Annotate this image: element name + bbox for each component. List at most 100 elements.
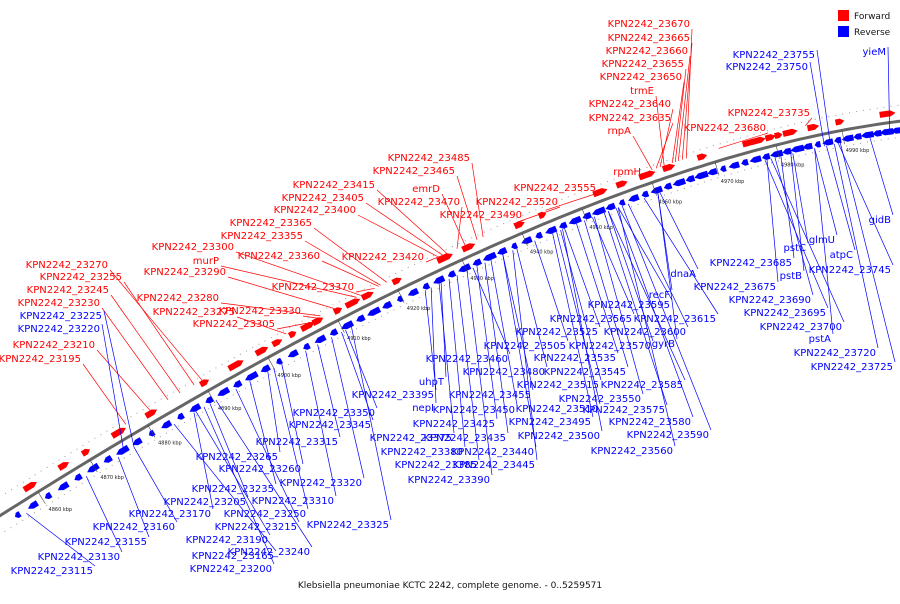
forward-gene-label[interactable]: KPN2242_23245 xyxy=(27,285,109,296)
reverse-gene-label[interactable]: KPN2242_23425 xyxy=(413,419,495,430)
forward-gene-label[interactable]: trmE xyxy=(630,86,654,97)
reverse-gene-label[interactable]: glmU xyxy=(809,235,835,246)
reverse-gene-label[interactable]: KPN2242_23695 xyxy=(744,308,826,319)
forward-gene-label[interactable]: KPN2242_23405 xyxy=(282,193,364,204)
reverse-gene-label[interactable]: KPN2242_23130 xyxy=(38,552,120,563)
reverse-gene-label[interactable]: KPN2242_23190 xyxy=(186,535,268,546)
reverse-gene-label[interactable]: KPN2242_23495 xyxy=(509,417,591,428)
forward-gene-label[interactable]: KPN2242_23670 xyxy=(608,19,690,30)
reverse-gene-label[interactable]: KPN2242_23585 xyxy=(601,380,683,391)
reverse-gene-label[interactable]: KPN2242_23445 xyxy=(453,460,535,471)
forward-gene-label[interactable]: KPN2242_23270 xyxy=(26,260,108,271)
reverse-gene-label[interactable]: uhpT xyxy=(419,377,445,388)
reverse-gene-label[interactable]: KPN2242_23700 xyxy=(760,322,842,333)
reverse-gene-label[interactable]: KPN2242_23240 xyxy=(228,547,310,558)
reverse-gene-label[interactable]: dnaA xyxy=(670,269,696,280)
reverse-gene-label[interactable]: KPN2242_23215 xyxy=(215,522,297,533)
reverse-gene-label[interactable]: KPN2242_23560 xyxy=(591,446,673,457)
forward-gene-label[interactable]: KPN2242_23420 xyxy=(342,252,424,263)
forward-gene-label[interactable]: KPN2242_23680 xyxy=(684,123,766,134)
reverse-gene-label[interactable]: pstB xyxy=(780,271,802,282)
reverse-gene-label[interactable]: KPN2242_23265 xyxy=(196,452,278,463)
reverse-gene-label[interactable]: gyrB xyxy=(652,339,675,350)
reverse-gene-label[interactable]: KPN2242_23200 xyxy=(190,564,272,575)
reverse-gene-label[interactable]: KPN2242_23260 xyxy=(219,464,301,475)
reverse-gene-label[interactable]: KPN2242_23535 xyxy=(534,353,616,364)
forward-gene-label[interactable]: emrD xyxy=(412,184,440,195)
forward-gene-label[interactable]: KPN2242_23470 xyxy=(378,197,460,208)
reverse-gene-label[interactable]: KPN2242_23160 xyxy=(93,522,175,533)
reverse-gene-label[interactable]: KPN2242_23460 xyxy=(426,354,508,365)
reverse-gene-label[interactable]: KPN2242_23205 xyxy=(164,497,246,508)
reverse-gene-label[interactable]: KPN2242_23480 xyxy=(463,367,545,378)
reverse-gene-label[interactable]: KPN2242_23390 xyxy=(408,475,490,486)
reverse-gene-label[interactable]: KPN2242_23575 xyxy=(583,405,665,416)
forward-gene-label[interactable]: KPN2242_23655 xyxy=(602,59,684,70)
reverse-gene-label[interactable]: KPN2242_23325 xyxy=(307,520,389,531)
reverse-gene-label[interactable]: yieM xyxy=(863,47,886,58)
forward-gene-label[interactable]: KPN2242_23360 xyxy=(238,251,320,262)
reverse-gene-label[interactable]: KPN2242_23745 xyxy=(809,265,891,276)
reverse-gene-label[interactable]: KPN2242_23450 xyxy=(433,405,515,416)
reverse-gene-label[interactable]: KPN2242_23375 xyxy=(370,433,452,444)
reverse-gene-label[interactable]: KPN2242_23395 xyxy=(352,390,434,401)
reverse-gene-label[interactable]: KPN2242_23455 xyxy=(449,390,531,401)
reverse-gene-label[interactable]: KPN2242_23720 xyxy=(794,348,876,359)
forward-gene-label[interactable]: KPN2242_23640 xyxy=(589,99,671,110)
forward-gene-label[interactable]: KPN2242_23300 xyxy=(152,242,234,253)
reverse-gene-label[interactable]: KPN2242_23345 xyxy=(289,420,371,431)
reverse-gene-label[interactable]: KPN2242_23755 xyxy=(733,50,815,61)
forward-gene-label[interactable]: KPN2242_23650 xyxy=(600,72,682,83)
forward-gene-label[interactable]: KPN2242_23365 xyxy=(230,218,312,229)
reverse-gene-label[interactable]: KPN2242_23435 xyxy=(424,433,506,444)
forward-gene-label[interactable]: KPN2242_23370 xyxy=(272,282,354,293)
forward-gene-label[interactable]: KPN2242_23355 xyxy=(221,231,303,242)
forward-gene-label[interactable]: KPN2242_23465 xyxy=(373,166,455,177)
forward-gene-label[interactable]: KPN2242_23275 xyxy=(153,307,235,318)
reverse-gene-label[interactable]: KPN2242_23545 xyxy=(544,367,626,378)
forward-gene-label[interactable]: KPN2242_23665 xyxy=(608,33,690,44)
forward-gene-label[interactable]: KPN2242_23520 xyxy=(476,197,558,208)
reverse-gene-label[interactable]: KPN2242_23225 xyxy=(20,311,102,322)
reverse-gene-label[interactable]: KPN2242_23675 xyxy=(694,282,776,293)
reverse-gene-label[interactable]: atpC xyxy=(830,250,853,261)
reverse-gene-label[interactable]: KPN2242_23600 xyxy=(604,327,686,338)
reverse-gene-label[interactable]: KPN2242_23565 xyxy=(550,314,632,325)
reverse-gene-label[interactable]: KPN2242_23590 xyxy=(627,430,709,441)
reverse-gene-label[interactable]: pstA xyxy=(809,334,831,345)
forward-gene-label[interactable]: KPN2242_23660 xyxy=(606,46,688,57)
forward-gene-label[interactable]: KPN2242_23195 xyxy=(0,354,81,365)
reverse-gene-label[interactable]: KPN2242_23690 xyxy=(729,295,811,306)
reverse-gene-label[interactable]: KPN2242_23570 xyxy=(569,341,651,352)
reverse-gene-label[interactable]: KPN2242_23170 xyxy=(129,509,211,520)
forward-gene-label[interactable]: rpmH xyxy=(613,167,641,178)
reverse-gene-label[interactable]: KPN2242_23220 xyxy=(18,324,100,335)
reverse-gene-label[interactable]: KPN2242_23550 xyxy=(559,394,641,405)
forward-gene-label[interactable]: KPN2242_23635 xyxy=(589,113,671,124)
reverse-gene-label[interactable]: KPN2242_23385 xyxy=(395,460,477,471)
reverse-gene-label[interactable]: recF xyxy=(649,290,671,301)
reverse-gene-label[interactable]: KPN2242_23515 xyxy=(517,380,599,391)
reverse-gene-label[interactable]: KPN2242_23580 xyxy=(609,417,691,428)
reverse-gene-label[interactable]: KPN2242_23165 xyxy=(192,551,274,562)
reverse-gene-label[interactable]: KPN2242_23685 xyxy=(710,258,792,269)
forward-gene-label[interactable]: KPN2242_23330 xyxy=(219,306,301,317)
reverse-gene-label[interactable]: KPN2242_23115 xyxy=(11,566,93,577)
forward-gene-label[interactable]: KPN2242_23400 xyxy=(274,205,356,216)
reverse-gene-label[interactable]: KPN2242_23315 xyxy=(256,437,338,448)
reverse-gene-label[interactable]: KPN2242_23615 xyxy=(634,314,716,325)
reverse-gene-label[interactable]: KPN2242_23320 xyxy=(280,478,362,489)
reverse-gene-label[interactable]: KPN2242_23440 xyxy=(452,447,534,458)
forward-gene-label[interactable]: KPN2242_23735 xyxy=(728,108,810,119)
forward-gene-label[interactable]: KPN2242_23415 xyxy=(293,180,375,191)
reverse-gene-label[interactable]: KPN2242_23380 xyxy=(381,447,463,458)
forward-gene-label[interactable]: KPN2242_23230 xyxy=(18,298,100,309)
reverse-gene-label[interactable]: gidB xyxy=(869,215,891,226)
forward-gene-label[interactable]: KPN2242_23280 xyxy=(137,293,219,304)
reverse-gene-label[interactable]: KPN2242_23250 xyxy=(224,509,306,520)
reverse-gene-label[interactable]: pstC xyxy=(784,243,806,254)
reverse-gene-label[interactable]: KPN2242_23725 xyxy=(811,362,893,373)
forward-gene-label[interactable]: KPN2242_23305 xyxy=(193,319,275,330)
forward-gene-label[interactable]: KPN2242_23290 xyxy=(144,267,226,278)
forward-gene-label[interactable]: KPN2242_23555 xyxy=(514,183,596,194)
